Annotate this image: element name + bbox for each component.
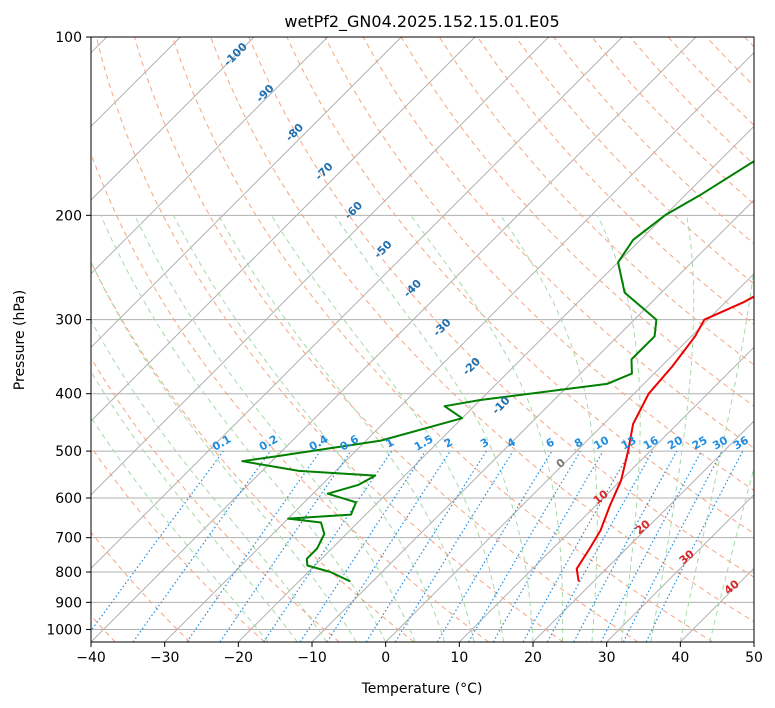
mixing-ratio-line bbox=[394, 450, 514, 642]
dry-adiabat-line bbox=[515, 37, 754, 285]
isotherm-line bbox=[237, 125, 754, 642]
moist-adiabat-line bbox=[91, 416, 269, 642]
isotherm-line bbox=[385, 272, 754, 642]
isotherm-line bbox=[91, 37, 697, 642]
dry-adiabats-group bbox=[91, 37, 754, 642]
moist-adiabat-line bbox=[650, 215, 695, 642]
series-group bbox=[241, 159, 754, 583]
mixing-ratio-line bbox=[573, 450, 678, 642]
dry-adiabat-line bbox=[91, 531, 191, 642]
dry-adiabat-line bbox=[400, 37, 754, 407]
mixing-ratio-line bbox=[91, 450, 224, 632]
dry-adiabat-line bbox=[172, 37, 713, 642]
x-tick-label: −20 bbox=[224, 650, 254, 666]
x-tick-label: 0 bbox=[381, 650, 390, 666]
y-tick-label: 700 bbox=[55, 531, 82, 547]
isotherm-line bbox=[91, 37, 329, 275]
y-tick-label: 800 bbox=[55, 565, 82, 581]
isotherm-line bbox=[91, 37, 402, 349]
chart-title: wetPf2_GN04.2025.152.15.01.E05 bbox=[284, 12, 559, 32]
isotherm-line bbox=[91, 37, 255, 201]
moist-adiabat-line bbox=[91, 370, 298, 642]
moist-adiabat-line bbox=[410, 215, 564, 642]
moist-adiabat-line bbox=[500, 215, 598, 642]
y-tick-label: 900 bbox=[55, 595, 82, 611]
y-tick-label: 300 bbox=[55, 313, 82, 329]
x-tick-label: 40 bbox=[671, 650, 689, 666]
moist-adiabat-line bbox=[173, 215, 446, 642]
isotherm-line bbox=[606, 493, 754, 642]
y-axis-title: Pressure (hPa) bbox=[12, 290, 28, 390]
y-tick-label: 500 bbox=[55, 444, 82, 460]
plot-frame bbox=[90, 36, 755, 643]
mixing-ratio-line bbox=[522, 450, 632, 642]
axes-group: −40 −30 −20 −10 0 10 20 30 40 50 100 200 300 400 500 60… bbox=[46, 30, 763, 666]
dry-adiabat-line bbox=[362, 37, 754, 449]
x-tick-label: −30 bbox=[150, 650, 180, 666]
isotherm-line bbox=[164, 51, 754, 642]
moist-adiabat-line bbox=[709, 466, 754, 642]
isotherm-line bbox=[91, 37, 550, 496]
x-tick-label: 50 bbox=[745, 650, 763, 666]
isotherm-line bbox=[91, 37, 476, 422]
mixing-ratio-line bbox=[326, 450, 451, 642]
mixing-ratio-line bbox=[219, 450, 352, 642]
y-tick-label: 1000 bbox=[46, 622, 82, 638]
dry-adiabat-line bbox=[91, 356, 340, 642]
moist-adiabat-line bbox=[91, 319, 328, 642]
x-tick-label: 10 bbox=[450, 650, 468, 666]
mixing-ratio-line bbox=[263, 450, 393, 642]
dry-adiabat-line bbox=[210, 37, 754, 623]
dry-adiabat-line bbox=[133, 37, 639, 642]
moist-adiabat-line bbox=[134, 215, 416, 642]
y-tick-label: 400 bbox=[55, 387, 82, 403]
y-tick-label: 600 bbox=[55, 491, 82, 507]
dry-adiabat-line bbox=[248, 37, 754, 578]
moist-adiabat-line bbox=[334, 215, 534, 642]
temperature-profile-line bbox=[575, 295, 754, 582]
dry-adiabat-line bbox=[91, 152, 489, 642]
moist-adiabat-line bbox=[271, 215, 504, 642]
moist-adiabat-line bbox=[679, 265, 754, 642]
x-tick-label: −10 bbox=[297, 650, 327, 666]
x-tick-label: 20 bbox=[524, 650, 542, 666]
y-tick-label: 200 bbox=[55, 208, 82, 224]
dry-adiabat-line bbox=[91, 446, 265, 642]
moist-adiabat-line bbox=[91, 260, 357, 642]
mixing-ratio-group bbox=[91, 450, 744, 642]
isotherm-line bbox=[91, 37, 623, 570]
x-tick-label: 30 bbox=[598, 650, 616, 666]
mixing-ratio-line bbox=[645, 450, 744, 642]
grid-group bbox=[91, 37, 754, 642]
x-axis-title: Temperature (°C) bbox=[361, 681, 483, 697]
mixing-ratio-line bbox=[186, 450, 321, 642]
y-tick-label: 100 bbox=[55, 30, 82, 46]
mixing-ratio-line bbox=[132, 450, 271, 642]
mixing-ratio-line bbox=[299, 450, 426, 642]
mixing-ratio-line bbox=[546, 450, 654, 642]
x-tick-label: −40 bbox=[76, 650, 106, 666]
moist-adiabat-line bbox=[218, 215, 475, 642]
isotherm-line bbox=[532, 420, 754, 642]
dewpoint-profile-line bbox=[241, 159, 754, 583]
dry-adiabat-line bbox=[95, 37, 564, 642]
